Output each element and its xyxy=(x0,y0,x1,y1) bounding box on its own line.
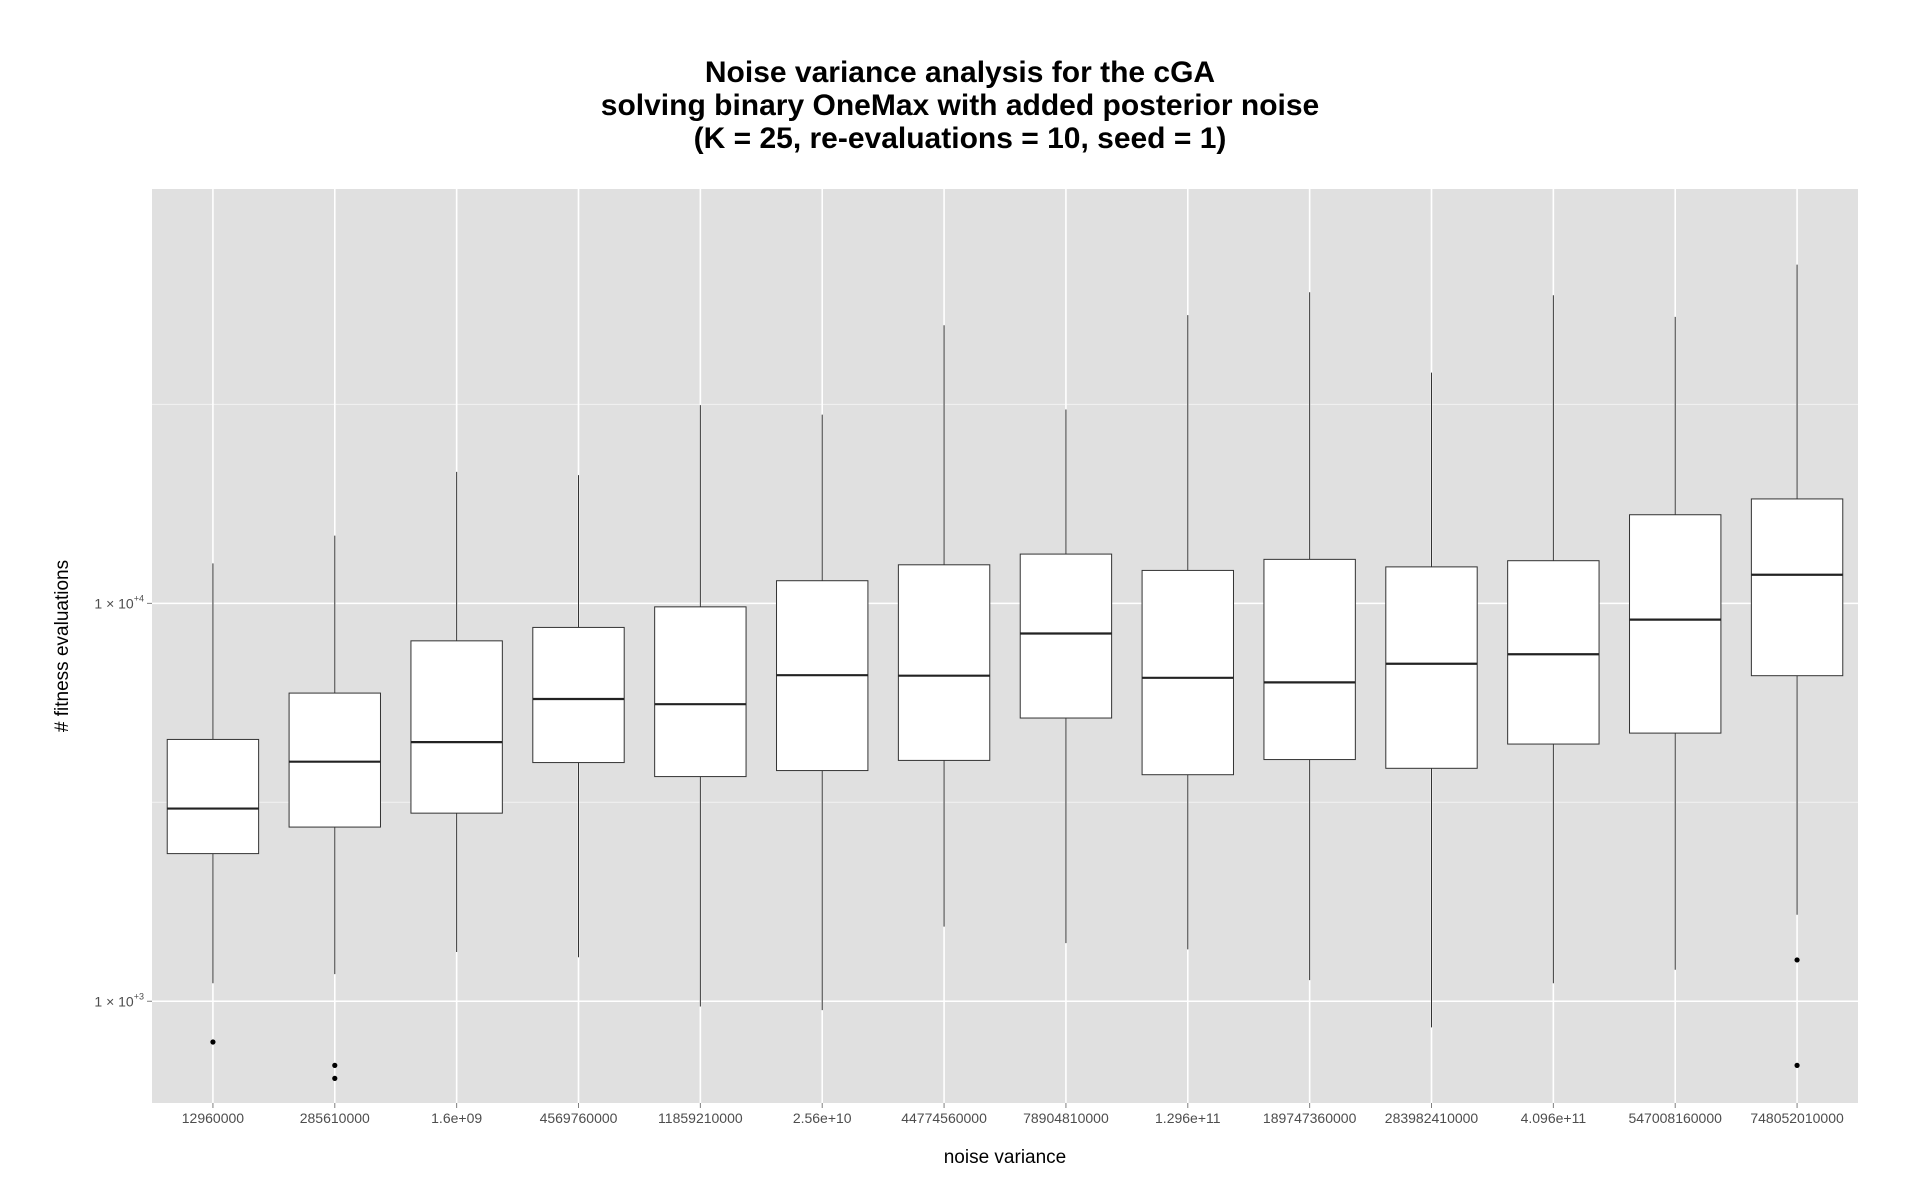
y-tick-label-base: 1 × 10 xyxy=(94,993,134,1009)
y-tick-label-exponent: +3 xyxy=(134,991,144,1001)
x-tick-label: 189747360000 xyxy=(1263,1110,1357,1126)
outlier-point xyxy=(1794,1062,1800,1068)
x-tick-label: 4569760000 xyxy=(540,1110,618,1126)
box-group xyxy=(532,475,625,958)
box-iqr xyxy=(532,626,625,764)
box-group xyxy=(1141,315,1234,950)
x-tick-label: 1.6e+09 xyxy=(431,1110,482,1126)
chart-title: Noise variance analysis for the cGA solv… xyxy=(0,56,1920,155)
y-axis-title: # fitness evaluations xyxy=(52,560,73,732)
y-axis: 1 × 10+31 × 10+4 xyxy=(94,593,152,1009)
outlier-point xyxy=(332,1062,338,1068)
x-tick-label: 2.56e+10 xyxy=(793,1110,852,1126)
box-iqr xyxy=(410,640,503,814)
box-group xyxy=(654,405,747,1007)
chart-title-line-3: (K = 25, re-evaluations = 10, seed = 1) xyxy=(693,122,1227,155)
boxes xyxy=(166,264,1844,1081)
box-iqr xyxy=(1629,514,1722,734)
x-axis: 12960000 285610000 1.6e+09 4569760000 118592… xyxy=(182,1103,1844,1126)
chart-title-line-2: solving binary OneMax with added posteri… xyxy=(600,89,1320,122)
box-group xyxy=(410,471,503,952)
x-tick-label: 283982410000 xyxy=(1385,1110,1479,1126)
box-group xyxy=(1750,264,1844,1068)
outlier-point xyxy=(332,1075,338,1081)
box-group xyxy=(1019,409,1113,944)
y-tick-label-exponent: +4 xyxy=(134,593,144,603)
box-group xyxy=(897,325,991,927)
box-group xyxy=(776,414,869,1011)
box-group xyxy=(166,563,260,1045)
box-iqr xyxy=(1141,569,1234,776)
x-tick-label: 4.096e+11 xyxy=(1521,1110,1587,1126)
y-tick-label-base: 1 × 10 xyxy=(94,595,134,611)
x-tick-label: 11859210000 xyxy=(658,1110,743,1126)
box-group xyxy=(1385,372,1478,1028)
y-tick-label: 1 × 10+4 xyxy=(94,593,144,611)
box-group xyxy=(1507,295,1600,984)
box-iqr xyxy=(654,606,747,778)
x-tick-label: 12960000 xyxy=(182,1110,245,1126)
x-tick-label: 547008160000 xyxy=(1628,1110,1722,1126)
box-iqr xyxy=(1750,498,1844,677)
x-tick-label: 285610000 xyxy=(300,1110,370,1126)
chart-title-line-1: Noise variance analysis for the cGA xyxy=(704,56,1216,89)
box-iqr xyxy=(1507,560,1600,745)
plot-panel xyxy=(152,189,1858,1103)
y-tick-label: 1 × 10+3 xyxy=(94,991,144,1009)
box-iqr xyxy=(288,692,381,828)
box-group xyxy=(1263,292,1356,981)
box-iqr xyxy=(1385,566,1478,769)
box-iqr xyxy=(897,564,991,761)
outlier-point xyxy=(1794,957,1800,963)
outlier-point xyxy=(210,1039,216,1045)
x-tick-label: 44774560000 xyxy=(901,1110,987,1126)
box-group xyxy=(1629,316,1722,970)
x-tick-label: 1.296e+11 xyxy=(1155,1110,1221,1126)
box-iqr xyxy=(166,738,260,855)
x-tick-label: 748052010000 xyxy=(1750,1110,1844,1126)
x-tick-label: 78904810000 xyxy=(1023,1110,1109,1126)
box-iqr xyxy=(1019,553,1113,719)
box-group xyxy=(288,535,381,1081)
box-iqr xyxy=(1263,558,1356,761)
x-axis-title: noise variance xyxy=(944,1147,1067,1168)
